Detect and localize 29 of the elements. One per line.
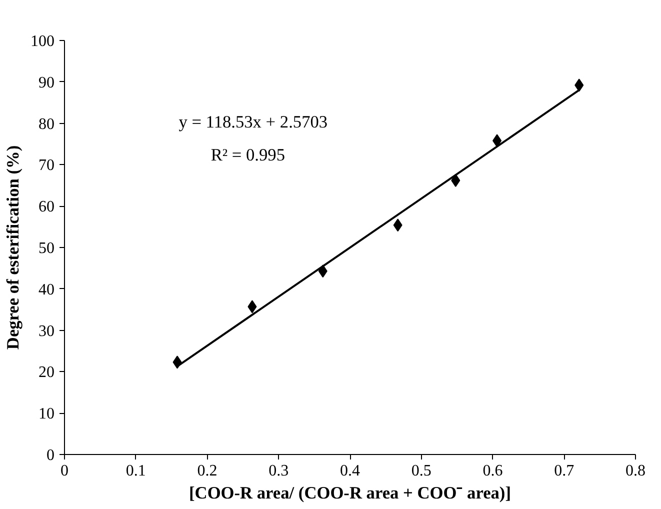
- point: [393, 218, 402, 232]
- y-tick-label: 20: [38, 364, 54, 382]
- annotation: R² = 0.995: [210, 146, 286, 165]
- y-axis-title: Degree of esterification (%): [4, 145, 22, 350]
- x-tick-label: 0.8: [626, 462, 646, 480]
- y-tick-label: 10: [38, 406, 54, 423]
- point: [451, 174, 460, 187]
- x-tick-label: 0.7: [554, 462, 574, 480]
- point: [492, 134, 502, 148]
- y-tick-label: 60: [38, 198, 54, 216]
- y-tick-label: 70: [38, 157, 54, 174]
- x-tick-label: 0: [60, 462, 68, 480]
- x-tick-label: 0.3: [268, 462, 289, 480]
- x-axis-title: [COO-R area/ (COO-R area + COO⁻ area)]: [189, 484, 511, 502]
- y-tick-label: 80: [38, 116, 54, 133]
- x-tick-label: 0.5: [411, 462, 432, 480]
- x-tick-label: 0.1: [126, 462, 146, 480]
- y-tick-label: 90: [38, 74, 54, 92]
- y-tick-label: 0: [46, 447, 54, 464]
- y-tick-label: 100: [30, 33, 54, 50]
- x-tick-label: 0.4: [340, 462, 360, 480]
- x-tick-label: 0.6: [482, 462, 503, 480]
- y-tick-label: 30: [38, 322, 54, 340]
- y-tick-label: 50: [38, 240, 54, 257]
- y-tick-label: 40: [38, 281, 54, 298]
- annotation: y = 118.53x + 2.5703: [178, 112, 328, 132]
- point: [574, 78, 584, 92]
- x-tick-label: 0.2: [197, 462, 218, 480]
- point: [248, 300, 257, 314]
